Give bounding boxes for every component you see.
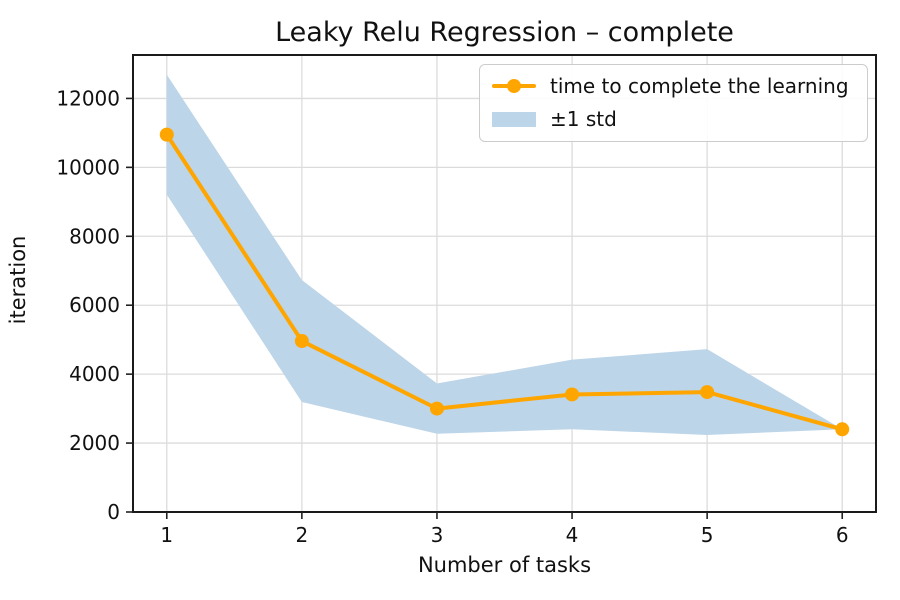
y-tick-label: 12000 [56, 86, 120, 110]
legend-band-swatch [492, 111, 536, 127]
x-tick-label: 4 [566, 523, 579, 547]
chart-title: Leaky Relu Regression – complete [275, 17, 734, 48]
y-axis-label: iteration [6, 235, 30, 325]
x-tick-label: 6 [836, 523, 849, 547]
y-tick-label: 10000 [56, 155, 120, 179]
legend: time to complete the learning ±1 std [479, 64, 868, 142]
y-tick-label: 8000 [69, 224, 120, 248]
data-point-marker [159, 127, 174, 142]
y-tick-label: 0 [107, 500, 120, 524]
series-line [165, 133, 843, 432]
legend-label-series: time to complete the learning [550, 74, 849, 98]
x-tick-label: 3 [431, 523, 444, 547]
std-band [166, 74, 843, 435]
x-tick-label: 5 [701, 523, 714, 547]
legend-line-swatch [492, 79, 536, 93]
data-point-marker [835, 422, 850, 437]
data-point-marker [700, 385, 715, 400]
legend-label-band: ±1 std [550, 107, 617, 131]
legend-item-band: ±1 std [492, 106, 855, 132]
data-point-marker [429, 401, 444, 416]
legend-item-series: time to complete the learning [492, 73, 855, 99]
y-tick-label: 2000 [69, 431, 120, 455]
data-point-marker [565, 387, 580, 402]
x-axis-label: Number of tasks [417, 553, 592, 577]
data-point-marker [294, 334, 309, 349]
x-tick-label: 2 [295, 523, 308, 547]
x-tick-label: 1 [160, 523, 173, 547]
y-tick-label: 4000 [69, 362, 120, 386]
y-tick-label: 6000 [69, 293, 120, 317]
axes-spines [132, 54, 877, 513]
legend-marker-icon [507, 79, 521, 93]
